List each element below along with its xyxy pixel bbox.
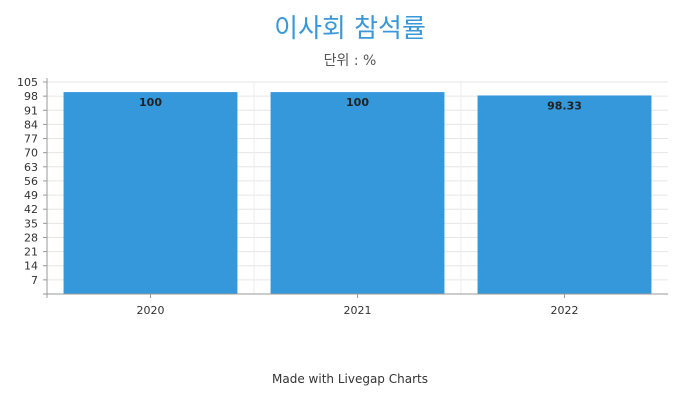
x-tick-label-2022: 2022: [551, 304, 579, 317]
y-tick-label: 14: [24, 260, 38, 273]
chart-title: 이사회 참석률: [274, 14, 426, 44]
y-tick-label: 35: [24, 217, 38, 230]
y-tick-label: 105: [17, 76, 38, 89]
bar-2021: [270, 92, 445, 294]
footer-credit: Made with Livegap Charts: [272, 372, 428, 386]
y-tick-label: 21: [24, 246, 38, 259]
y-tick-label: 7: [31, 274, 38, 287]
y-tick-label: 91: [24, 104, 38, 117]
y-tick-label: 49: [24, 189, 38, 202]
data-label-2021: 100: [346, 96, 369, 109]
y-tick-label: 63: [24, 161, 38, 174]
data-label-2022: 98.33: [547, 99, 582, 112]
axis-layer: [43, 78, 668, 298]
y-tick-label: 56: [24, 175, 38, 188]
x-tick-label-2020: 2020: [137, 304, 165, 317]
bar-layer: [63, 92, 652, 295]
y-tick-label: 84: [24, 118, 38, 131]
bar-2020: [63, 92, 238, 294]
chart-subtitle: 단위 : %: [323, 53, 377, 69]
y-tick-label: 70: [24, 147, 38, 160]
x-tick-label-2021: 2021: [344, 304, 372, 317]
data-label-2020: 100: [139, 96, 162, 109]
y-tick-label: 28: [24, 231, 38, 244]
y-tick-label: 98: [24, 90, 38, 103]
y-tick-label: 77: [24, 133, 38, 146]
y-tick-label: 42: [24, 203, 38, 216]
bar-2022: [477, 95, 652, 295]
